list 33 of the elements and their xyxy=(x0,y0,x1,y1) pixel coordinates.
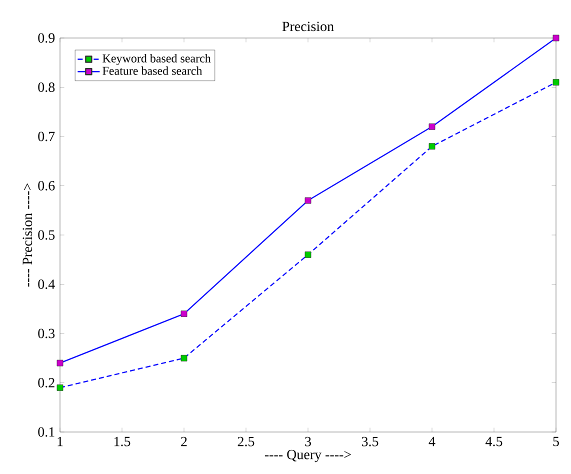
chart-title: Precision xyxy=(282,22,334,32)
x-tick-label: 4.5 xyxy=(486,436,502,446)
point xyxy=(428,123,436,130)
legend-label: Feature based search xyxy=(102,66,202,75)
point xyxy=(56,384,64,391)
point xyxy=(552,79,560,86)
point xyxy=(180,354,188,362)
y-tick-label: 0.2 xyxy=(38,378,54,388)
x-tick-label: 1 xyxy=(58,436,63,446)
point xyxy=(428,143,436,150)
x-tick-label: 3 xyxy=(305,436,311,446)
y-tick-label: 0.7 xyxy=(38,132,55,142)
x-tick-label: 3.5 xyxy=(362,436,378,446)
x-tick-label: 2.5 xyxy=(238,436,254,446)
y-tick-label: 0.1 xyxy=(38,427,54,437)
y-tick-label: 0.3 xyxy=(38,328,55,338)
x-tick-label: 4 xyxy=(428,436,436,446)
x-tick-label: 5 xyxy=(553,436,559,446)
y-tick-label: 0.9 xyxy=(38,33,55,43)
point xyxy=(56,360,64,366)
y-tick-label: 0.4 xyxy=(38,279,55,290)
x-tick-label: 2 xyxy=(181,436,187,446)
y-tick-label: 0.5 xyxy=(38,230,55,240)
y-tick-label: 0.8 xyxy=(38,82,55,92)
point xyxy=(552,34,560,42)
x-axis-title: ---- Query ----> xyxy=(264,450,351,462)
y-tick-label: 0.6 xyxy=(38,180,55,191)
x-tick-label: 1.5 xyxy=(114,436,130,446)
point xyxy=(304,252,312,258)
point xyxy=(180,310,188,317)
point xyxy=(304,197,312,204)
legend-label: Keyword based search xyxy=(102,54,211,65)
y-axis-title: ---- Precision ----> xyxy=(22,184,32,287)
